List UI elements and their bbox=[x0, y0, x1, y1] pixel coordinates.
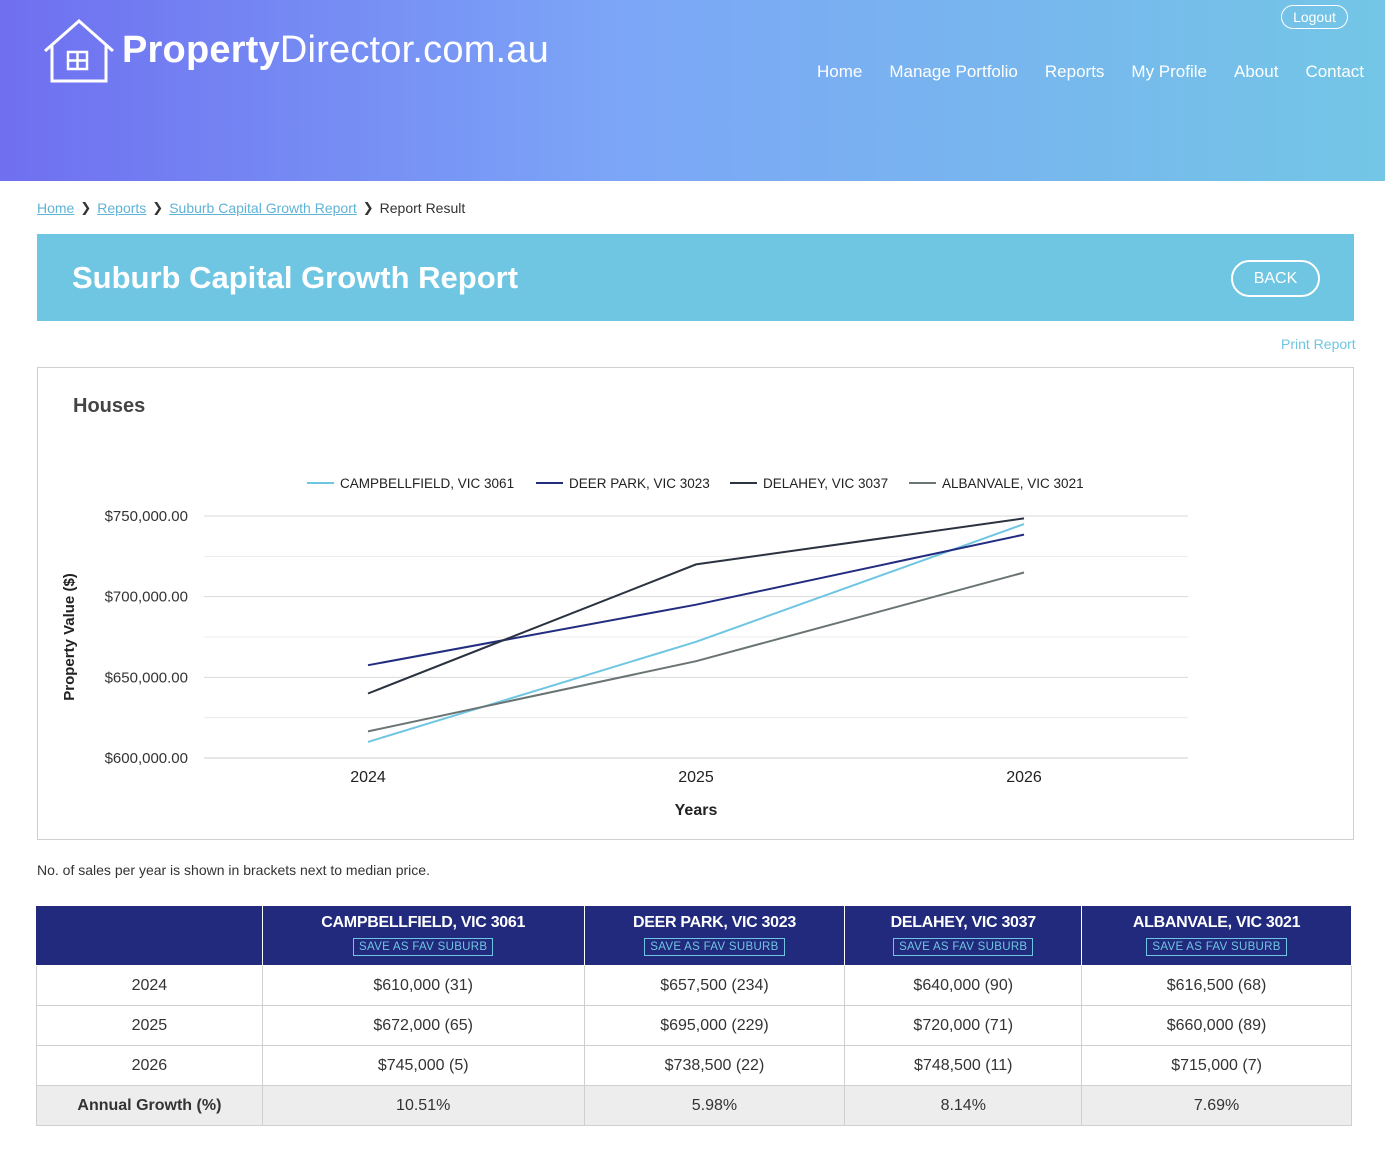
series-line bbox=[367, 533, 1025, 667]
suburb-name: DEER PARK, VIC 3023 bbox=[632, 914, 796, 931]
table-cell: $695,000 (229) bbox=[583, 1005, 846, 1046]
table-cell: $748,500 (11) bbox=[844, 1045, 1083, 1086]
y-tick-label: $700,000.00 bbox=[105, 589, 188, 606]
table-cell: $738,500 (22) bbox=[583, 1045, 846, 1086]
save-fav-suburb-button[interactable]: SAVE AS FAV SUBURB bbox=[353, 938, 494, 956]
growth-cell: 7.69% bbox=[1081, 1085, 1352, 1126]
x-tick-label: 2026 bbox=[1006, 769, 1042, 786]
nav-home[interactable]: Home bbox=[817, 62, 863, 81]
logo-text: PropertyDirector.com.au bbox=[122, 31, 549, 69]
row-year: 2024 bbox=[36, 965, 263, 1006]
table-row: 2026 $745,000 (5) $738,500 (22) $748,500… bbox=[36, 1045, 1352, 1086]
breadcrumb-current: Report Result bbox=[379, 200, 466, 216]
table-cell: $640,000 (90) bbox=[844, 965, 1083, 1006]
table-cell: $610,000 (31) bbox=[261, 965, 585, 1006]
chevron-right-icon: ❯ bbox=[152, 200, 164, 215]
growth-cell: 10.51% bbox=[261, 1085, 585, 1126]
breadcrumb-suburb-report[interactable]: Suburb Capital Growth Report bbox=[169, 200, 357, 216]
table-cell: $672,000 (65) bbox=[261, 1005, 585, 1046]
growth-cell: 5.98% bbox=[583, 1085, 846, 1126]
row-year: 2026 bbox=[36, 1045, 263, 1086]
table-cell: $745,000 (5) bbox=[261, 1045, 585, 1086]
y-tick-label: $650,000.00 bbox=[105, 669, 188, 686]
x-axis-title: Years bbox=[675, 802, 718, 819]
series-line bbox=[367, 571, 1025, 733]
sales-note: No. of sales per year is shown in bracke… bbox=[37, 862, 430, 878]
site-logo[interactable]: PropertyDirector.com.au bbox=[42, 18, 549, 84]
growth-label: Annual Growth (%) bbox=[36, 1085, 263, 1126]
y-tick-label: $600,000.00 bbox=[105, 750, 188, 767]
table-cell: $657,500 (234) bbox=[583, 965, 846, 1006]
table-header-cell: ALBANVALE, VIC 3021 SAVE AS FAV SUBURB bbox=[1081, 905, 1352, 966]
annual-growth-row: Annual Growth (%) 10.51% 5.98% 8.14% 7.6… bbox=[36, 1085, 1352, 1126]
table-header-empty bbox=[36, 905, 263, 966]
legend-label: DELAHEY, VIC 3037 bbox=[763, 476, 888, 491]
nav-my-profile[interactable]: My Profile bbox=[1131, 62, 1207, 81]
growth-table: CAMPBELLFIELD, VIC 3061 SAVE AS FAV SUBUR… bbox=[36, 905, 1352, 1126]
nav-contact[interactable]: Contact bbox=[1305, 62, 1365, 81]
suburb-name: DELAHEY, VIC 3037 bbox=[890, 914, 1036, 931]
series-line bbox=[367, 517, 1025, 695]
table-row: 2025 $672,000 (65) $695,000 (229) $720,0… bbox=[36, 1005, 1352, 1046]
legend-label: ALBANVALE, VIC 3021 bbox=[942, 476, 1084, 491]
logo-text-bold: Property bbox=[122, 29, 280, 71]
table-header-cell: CAMPBELLFIELD, VIC 3061 SAVE AS FAV SUBUR… bbox=[261, 905, 585, 966]
y-axis-title: Property Value ($) bbox=[61, 573, 78, 701]
site-header: PropertyDirector.com.au Logout Home Mana… bbox=[0, 0, 1385, 181]
growth-cell: 8.14% bbox=[844, 1085, 1083, 1126]
table-cell: $616,500 (68) bbox=[1081, 965, 1352, 1006]
legend-label: CAMPBELLFIELD, VIC 3061 bbox=[340, 476, 514, 491]
suburb-name: CAMPBELLFIELD, VIC 3061 bbox=[321, 914, 526, 931]
legend-label: DEER PARK, VIC 3023 bbox=[569, 476, 710, 491]
x-tick-label: 2024 bbox=[350, 769, 386, 786]
chevron-right-icon: ❯ bbox=[80, 200, 92, 215]
page-title: Suburb Capital Growth Report bbox=[72, 260, 519, 295]
table-cell: $720,000 (71) bbox=[844, 1005, 1083, 1046]
chart-title: Houses bbox=[73, 395, 146, 417]
nav-reports[interactable]: Reports bbox=[1044, 62, 1105, 81]
table-cell: $715,000 (7) bbox=[1081, 1045, 1352, 1086]
table-header-row: CAMPBELLFIELD, VIC 3061 SAVE AS FAV SUBUR… bbox=[36, 905, 1352, 966]
title-band: Suburb Capital Growth Report BACK bbox=[37, 234, 1354, 321]
y-tick-label: $750,000.00 bbox=[105, 508, 188, 525]
nav-about[interactable]: About bbox=[1234, 62, 1279, 81]
chevron-right-icon: ❯ bbox=[362, 200, 374, 215]
chart-panel: Houses $600,000.00 $650,000.00 $700,000.00… bbox=[37, 367, 1354, 840]
table-cell: $660,000 (89) bbox=[1081, 1005, 1352, 1046]
save-fav-suburb-button[interactable]: SAVE AS FAV SUBURB bbox=[1146, 938, 1287, 956]
save-fav-suburb-button[interactable]: SAVE AS FAV SUBURB bbox=[893, 938, 1034, 956]
table-header-cell: DELAHEY, VIC 3037 SAVE AS FAV SUBURB bbox=[844, 905, 1083, 966]
back-button[interactable]: BACK bbox=[1231, 260, 1320, 297]
x-tick-label: 2025 bbox=[678, 769, 714, 786]
print-report-link[interactable]: Print Report bbox=[1281, 336, 1356, 352]
nav-manage-portfolio[interactable]: Manage Portfolio bbox=[889, 62, 1018, 81]
logo-text-rest: Director.com.au bbox=[279, 29, 549, 71]
breadcrumb-reports[interactable]: Reports bbox=[97, 200, 147, 216]
suburb-name: ALBANVALE, VIC 3021 bbox=[1132, 914, 1301, 931]
main-nav: Home Manage Portfolio Reports My Profile… bbox=[817, 62, 1385, 82]
house-logo-icon bbox=[44, 18, 114, 83]
save-fav-suburb-button[interactable]: SAVE AS FAV SUBURB bbox=[644, 938, 785, 956]
line-chart: $600,000.00 $650,000.00 $700,000.00 $750,00… bbox=[61, 476, 1188, 819]
table-row: 2024 $610,000 (31) $657,500 (234) $640,0… bbox=[36, 965, 1352, 1006]
breadcrumb-home[interactable]: Home bbox=[37, 200, 75, 216]
row-year: 2025 bbox=[36, 1005, 263, 1046]
table-header-cell: DEER PARK, VIC 3023 SAVE AS FAV SUBURB bbox=[583, 905, 846, 966]
breadcrumb: Home ❯ Reports ❯ Suburb Capital Growth R… bbox=[37, 200, 465, 216]
logout-button[interactable]: Logout bbox=[1281, 5, 1348, 29]
